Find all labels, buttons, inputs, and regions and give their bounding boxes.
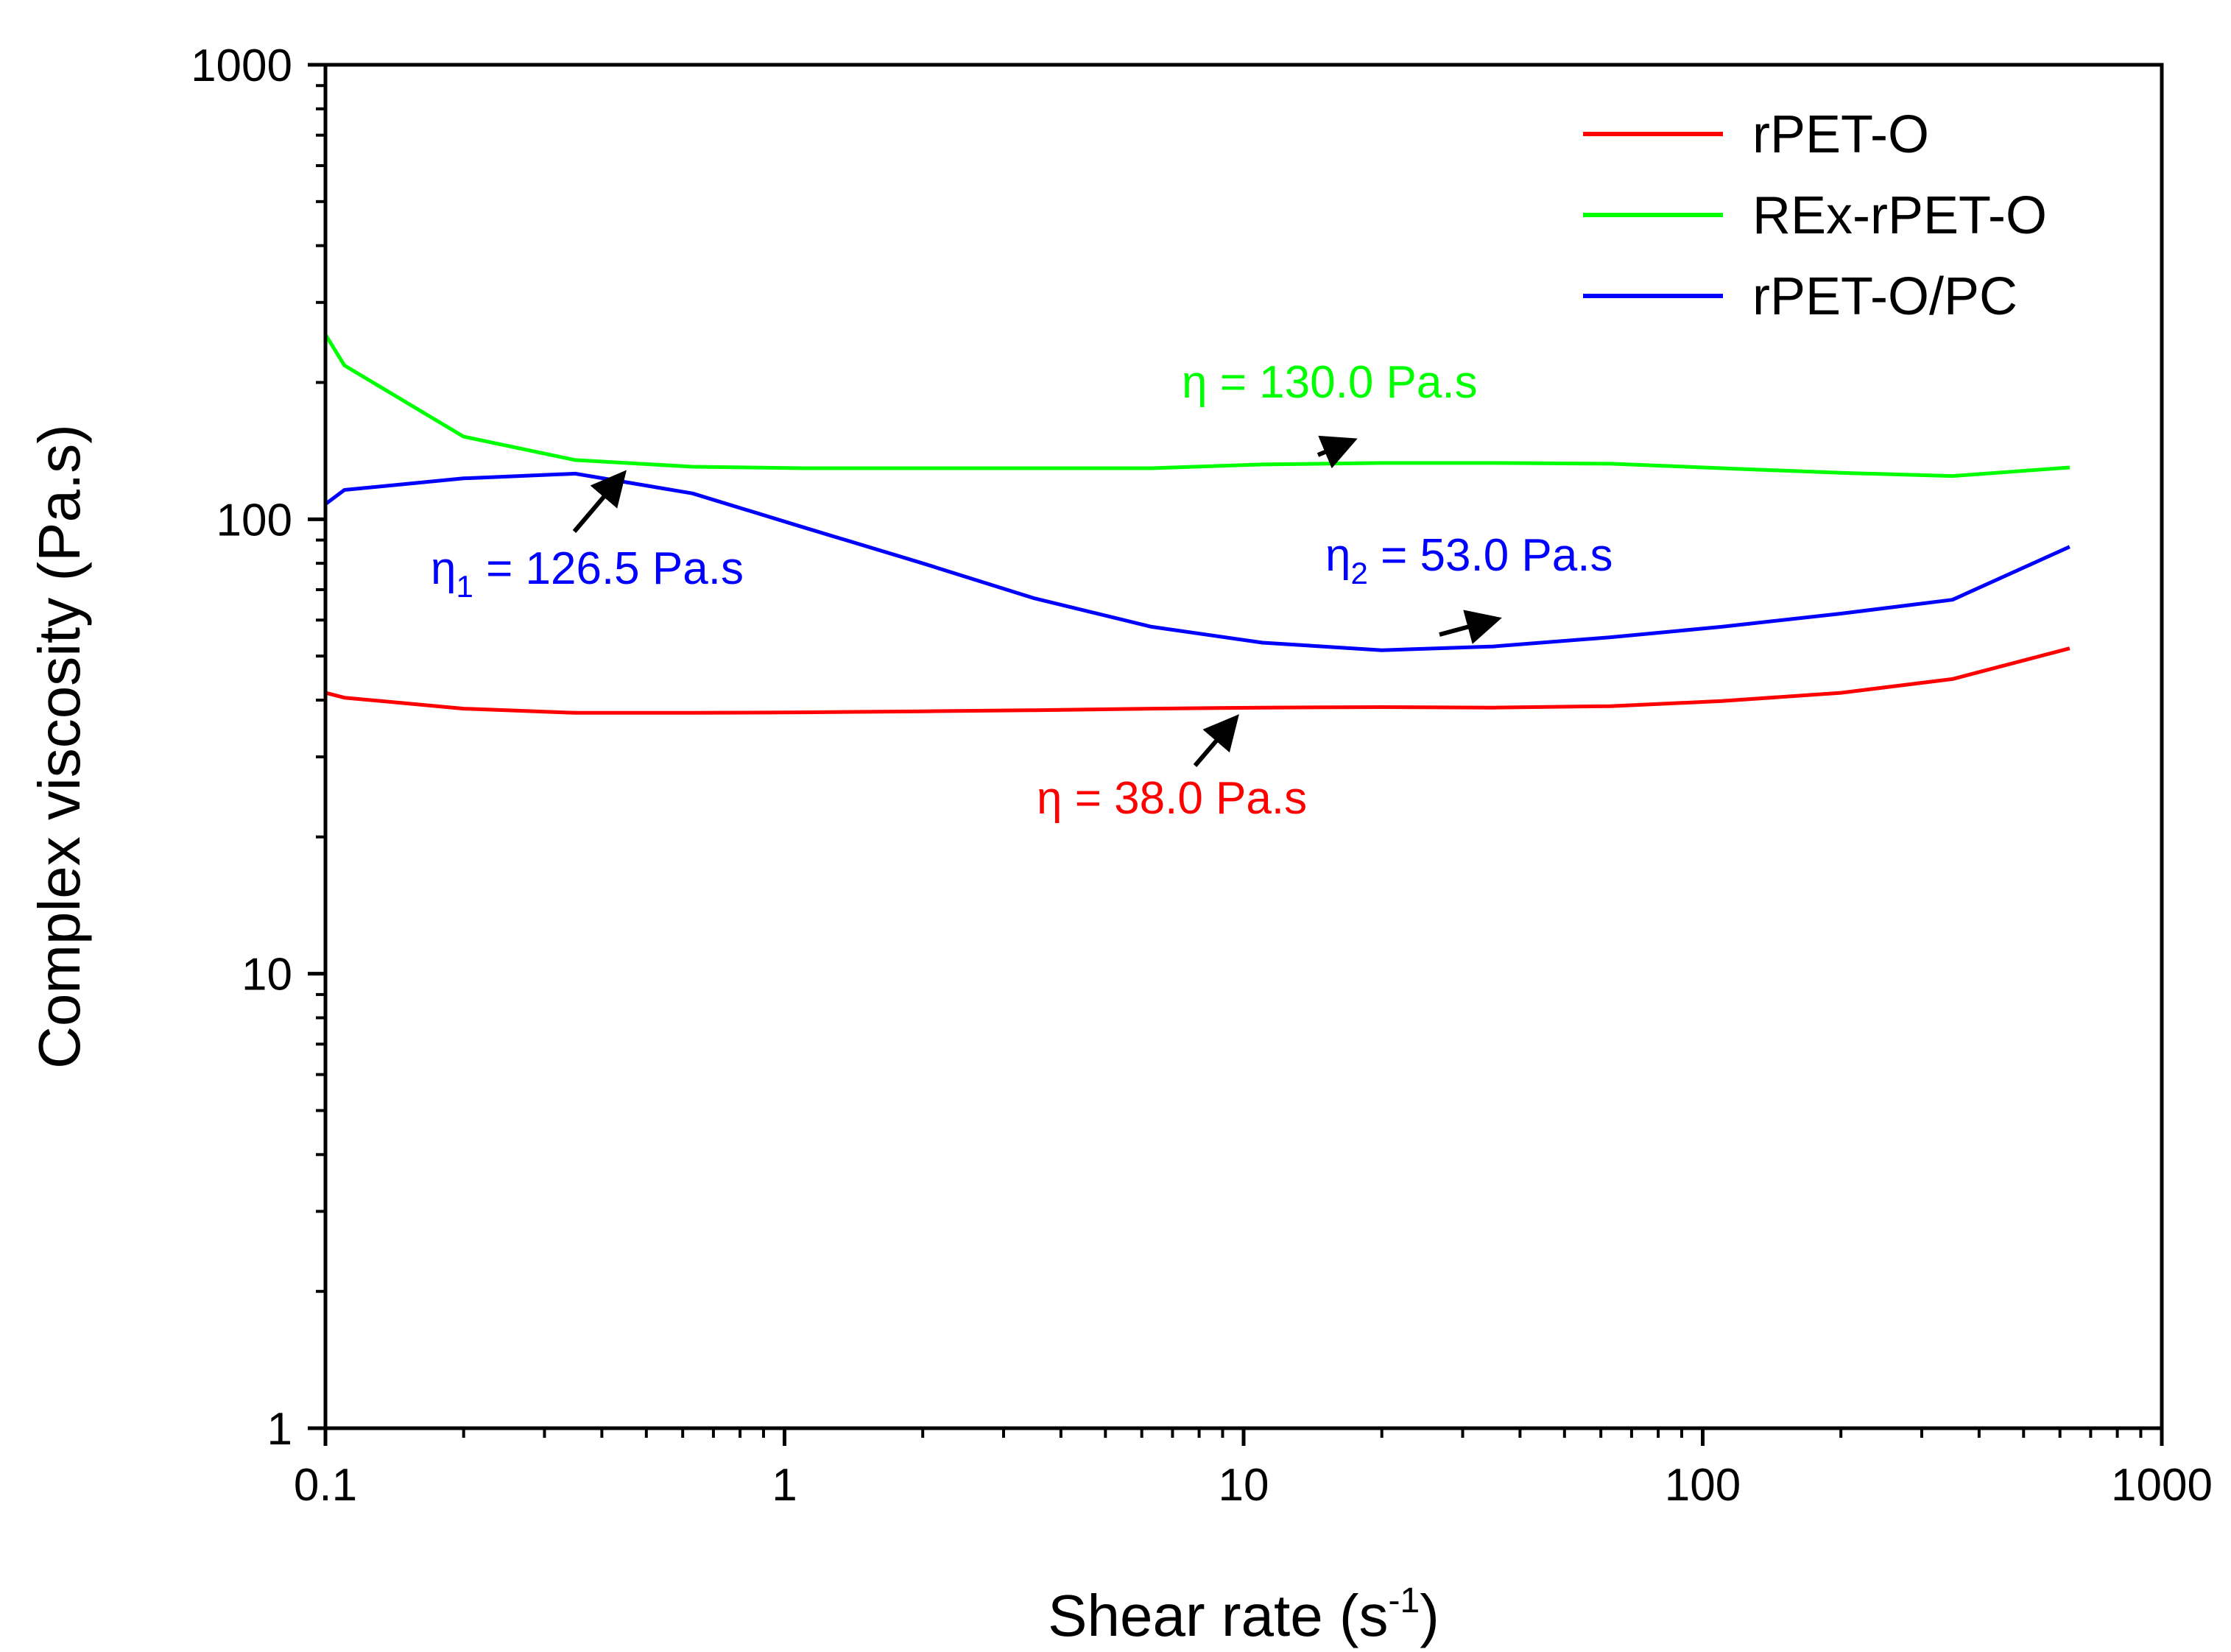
y-tick-label: 1 xyxy=(267,1404,292,1455)
series-line-rpet-o-pc xyxy=(324,471,2070,652)
annotation-arrow-eta-red xyxy=(1193,714,1239,767)
series-layer xyxy=(323,333,2070,715)
x-tick-label: 10 xyxy=(1219,1460,1269,1511)
annotation-arrow-eta-green xyxy=(1317,435,1358,469)
legend-label-rpet-o: rPET-O xyxy=(1752,105,1929,164)
x-tick-label: 1 xyxy=(772,1460,797,1511)
legend-label-rex-rpet-o: REx-rPET-O xyxy=(1752,186,2047,245)
ticks-layer xyxy=(308,63,2164,1446)
x-tick-label: 1000 xyxy=(2111,1460,2213,1511)
legend: rPET-O REx-rPET-O rPET-O/PC xyxy=(1583,105,2047,326)
annotations-layer: η = 130.0 Pa.s η1 = 126.5 Pa.s η2 = 53.0 P… xyxy=(431,357,1613,824)
y-tick-label: 100 xyxy=(216,495,292,546)
annotation-arrow-eta2-blue xyxy=(1439,610,1502,644)
annotation-eta-red: η = 38.0 Pa.s xyxy=(1037,773,1307,824)
series-line-rpet-o xyxy=(325,646,2070,715)
y-axis-title: Complex viscosity (Pa.s) xyxy=(27,424,92,1069)
x-tick-label: 0.1 xyxy=(294,1460,357,1511)
x-axis-title-main: Shear rate (s xyxy=(1048,1583,1388,1648)
y-tick-label: 1000 xyxy=(191,40,292,91)
annotation-eta2-blue: η2 = 53.0 Pa.s xyxy=(1325,530,1613,590)
x-axis-title-superscript: -1 xyxy=(1389,1581,1420,1620)
annotation-arrow-eta1-blue xyxy=(572,470,627,533)
legend-label-rpet-o-pc: rPET-O/PC xyxy=(1752,267,2017,326)
series-line-rex-rpet-o xyxy=(323,333,2070,479)
annotation-eta1-blue: η1 = 126.5 Pa.s xyxy=(431,543,744,604)
x-axis-title-end: ) xyxy=(1420,1583,1439,1648)
y-tick-label: 10 xyxy=(242,950,292,1000)
x-axis-title: Shear rate (s-1) xyxy=(1048,1581,1439,1648)
x-tick-label: 100 xyxy=(1665,1460,1741,1511)
annotation-eta-green: η = 130.0 Pa.s xyxy=(1182,357,1478,408)
